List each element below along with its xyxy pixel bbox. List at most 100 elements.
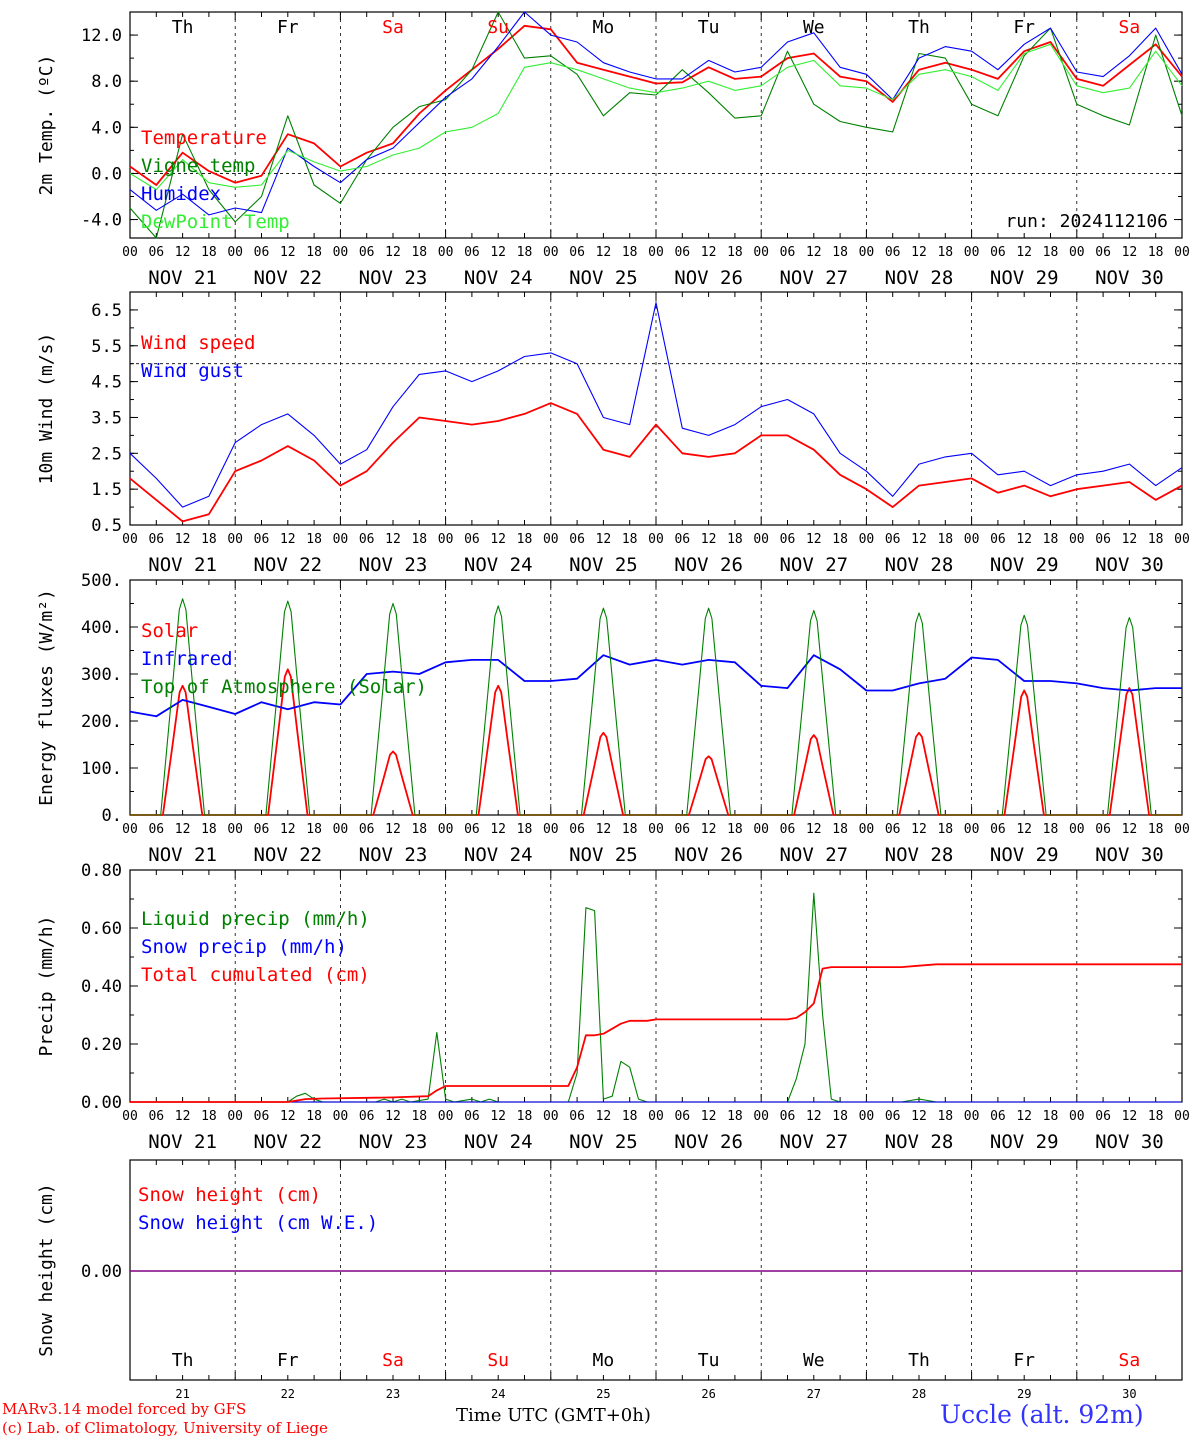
hour-tick-label: 12 bbox=[175, 1109, 191, 1124]
hour-tick-label: 18 bbox=[727, 822, 743, 837]
hour-tick-label: 06 bbox=[1095, 822, 1111, 837]
hour-tick-label: 18 bbox=[411, 532, 427, 547]
hour-tick-label: 00 bbox=[333, 822, 349, 837]
date-label: NOV 22 bbox=[253, 1131, 322, 1153]
hour-tick-label: 12 bbox=[175, 245, 191, 260]
weekday-label: Fr bbox=[1013, 17, 1035, 38]
hour-tick-label: 06 bbox=[254, 532, 270, 547]
hour-tick-label: 18 bbox=[1043, 245, 1059, 260]
panel-2 bbox=[129, 291, 1183, 526]
hour-tick-label: 12 bbox=[806, 1109, 822, 1124]
day-number-label: 21 bbox=[175, 1387, 189, 1401]
weekday-label: Sa bbox=[1119, 1350, 1141, 1371]
hour-tick-label: 06 bbox=[780, 532, 796, 547]
series-line-temperature bbox=[129, 24, 1183, 186]
legend-entry: Humidex bbox=[141, 183, 221, 205]
weekday-label: Mo bbox=[593, 17, 615, 38]
hour-tick-label: 06 bbox=[254, 245, 270, 260]
day-number-label: 30 bbox=[1122, 1387, 1136, 1401]
day-number-label: 25 bbox=[596, 1387, 610, 1401]
hour-tick-label: 06 bbox=[254, 822, 270, 837]
date-label: NOV 28 bbox=[885, 844, 954, 866]
series-line-top-of-atmosphere-solar- bbox=[130, 598, 1182, 816]
hour-tick-label: 12 bbox=[911, 245, 927, 260]
day-number-label: 27 bbox=[807, 1387, 821, 1401]
hour-tick-label: 12 bbox=[1122, 822, 1138, 837]
hour-tick-label: 18 bbox=[1043, 532, 1059, 547]
model-label: MARv3.14 model forced by GFS bbox=[2, 1400, 247, 1418]
hour-tick-label: 12 bbox=[1016, 1109, 1032, 1124]
date-label: NOV 30 bbox=[1095, 267, 1164, 289]
hour-tick-label: 06 bbox=[674, 822, 690, 837]
hour-tick-label: 00 bbox=[648, 532, 664, 547]
hour-tick-label: 12 bbox=[701, 245, 717, 260]
hour-tick-label: 18 bbox=[727, 1109, 743, 1124]
hour-tick-label: 18 bbox=[517, 822, 533, 837]
hour-tick-label: 18 bbox=[306, 1109, 322, 1124]
weekday-label: Th bbox=[172, 1350, 194, 1371]
y-tick-label: 300. bbox=[81, 665, 122, 685]
hour-tick-label: 00 bbox=[648, 1109, 664, 1124]
hour-tick-label: 00 bbox=[122, 245, 138, 260]
y-tick-label: 200. bbox=[81, 712, 122, 732]
hour-tick-label: 00 bbox=[859, 822, 875, 837]
hour-tick-label: 06 bbox=[464, 1109, 480, 1124]
hour-tick-label: 06 bbox=[780, 822, 796, 837]
date-label: NOV 23 bbox=[359, 554, 428, 576]
date-label: NOV 30 bbox=[1095, 554, 1164, 576]
hour-tick-label: 00 bbox=[964, 532, 980, 547]
legend-entry: Top of Atmosphere (Solar) bbox=[141, 676, 427, 698]
hour-tick-label: 00 bbox=[964, 245, 980, 260]
date-label: NOV 30 bbox=[1095, 1131, 1164, 1153]
lab-label: (c) Lab. of Climatology, University of L… bbox=[2, 1419, 328, 1437]
hour-tick-label: 18 bbox=[622, 822, 638, 837]
hour-tick-label: 00 bbox=[227, 245, 243, 260]
y-tick-label: 1.5 bbox=[91, 480, 122, 500]
hour-tick-label: 18 bbox=[1148, 822, 1164, 837]
hour-tick-label: 00 bbox=[122, 532, 138, 547]
series-line-liquid-precip-mm-h- bbox=[130, 892, 1182, 1103]
day-number-label: 26 bbox=[701, 1387, 715, 1401]
hour-tick-label: 00 bbox=[438, 1109, 454, 1124]
hour-tick-label: 00 bbox=[1069, 245, 1085, 260]
date-label: NOV 27 bbox=[779, 844, 848, 866]
hour-tick-label: 12 bbox=[490, 822, 506, 837]
hour-tick-label: 18 bbox=[832, 822, 848, 837]
hour-tick-label: 06 bbox=[990, 1109, 1006, 1124]
hour-tick-label: 00 bbox=[753, 1109, 769, 1124]
date-label: NOV 22 bbox=[253, 267, 322, 289]
weekday-label: Th bbox=[908, 17, 930, 38]
hour-tick-label: 12 bbox=[385, 532, 401, 547]
hour-tick-label: 18 bbox=[411, 1109, 427, 1124]
y-tick-label: 2.5 bbox=[91, 444, 122, 464]
weekday-label: Tu bbox=[698, 1350, 720, 1371]
hour-tick-label: 00 bbox=[122, 822, 138, 837]
hour-tick-label: 06 bbox=[1095, 245, 1111, 260]
y-axis-label: 10m Wind (m/s) bbox=[36, 333, 57, 485]
weekday-label: Fr bbox=[277, 1350, 299, 1371]
hour-tick-label: 00 bbox=[964, 1109, 980, 1124]
y-axis-label: Precip (mm/h) bbox=[36, 916, 57, 1057]
series-line-wind-speed bbox=[129, 402, 1183, 523]
station-label: Uccle (alt. 92m) bbox=[940, 1400, 1144, 1429]
panel-4 bbox=[129, 869, 1183, 1103]
hour-tick-label: 12 bbox=[596, 245, 612, 260]
hour-tick-label: 00 bbox=[333, 245, 349, 260]
panel-1 bbox=[129, 11, 1183, 239]
hour-tick-label: 12 bbox=[490, 245, 506, 260]
date-label: NOV 28 bbox=[885, 554, 954, 576]
hour-tick-label: 00 bbox=[438, 532, 454, 547]
hour-tick-label: 12 bbox=[280, 245, 296, 260]
date-label: NOV 21 bbox=[148, 1131, 217, 1153]
series-line-total-cumulated-cm- bbox=[130, 963, 1182, 1103]
hour-tick-label: 00 bbox=[227, 822, 243, 837]
hour-tick-label: 06 bbox=[569, 245, 585, 260]
y-tick-label: 5.5 bbox=[91, 337, 122, 357]
hour-tick-label: 18 bbox=[1148, 532, 1164, 547]
date-label: NOV 29 bbox=[990, 1131, 1059, 1153]
hour-tick-label: 18 bbox=[622, 1109, 638, 1124]
hour-tick-label: 18 bbox=[306, 822, 322, 837]
hour-tick-label: 12 bbox=[806, 532, 822, 547]
hour-tick-label: 18 bbox=[937, 822, 953, 837]
date-label: NOV 23 bbox=[359, 844, 428, 866]
